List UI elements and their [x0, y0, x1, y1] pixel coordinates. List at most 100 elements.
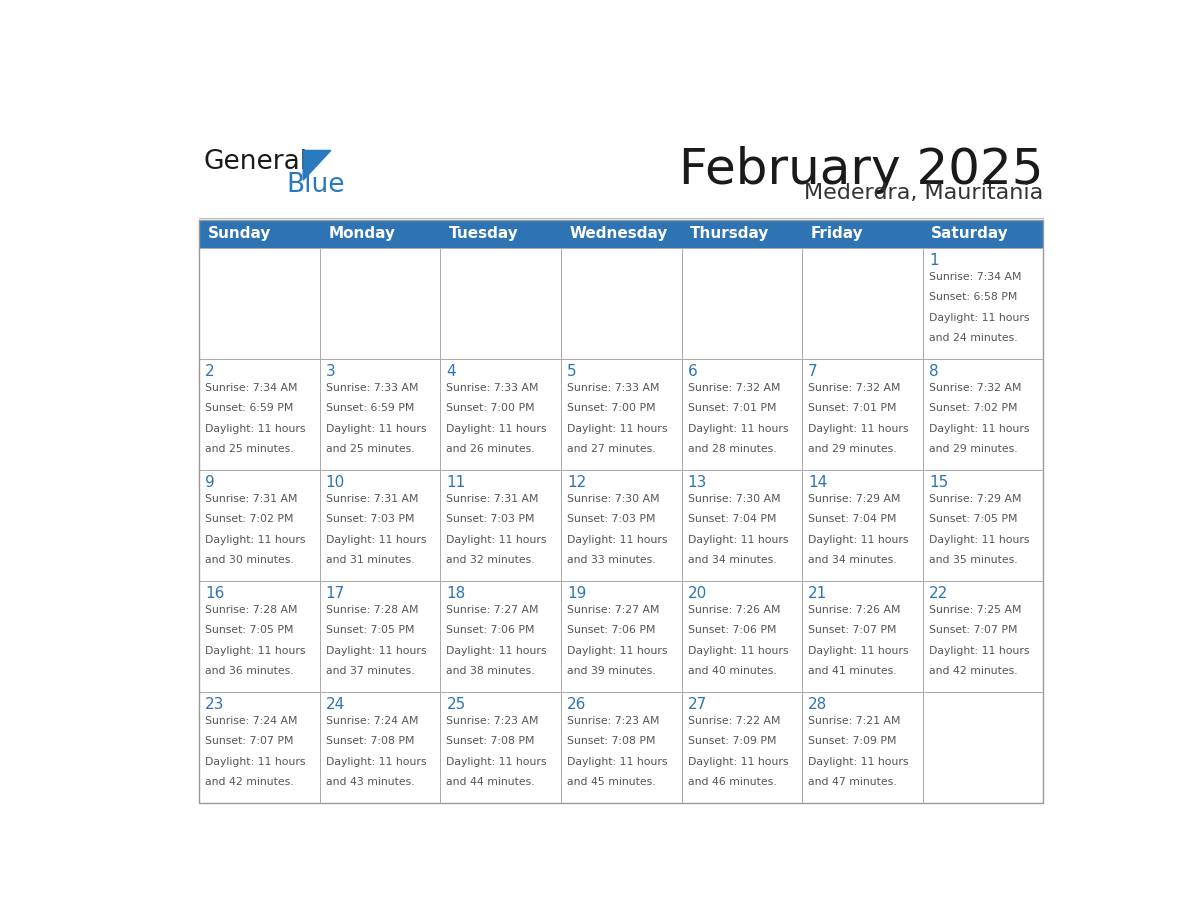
Text: Daylight: 11 hours: Daylight: 11 hours [567, 535, 668, 545]
Text: and 45 minutes.: and 45 minutes. [567, 778, 656, 788]
Text: 5: 5 [567, 364, 576, 379]
Text: 13: 13 [688, 475, 707, 490]
Text: Sunrise: 7:26 AM: Sunrise: 7:26 AM [688, 605, 781, 615]
Text: Daylight: 11 hours: Daylight: 11 hours [447, 424, 546, 434]
Text: Sunrise: 7:30 AM: Sunrise: 7:30 AM [567, 494, 659, 504]
Polygon shape [303, 151, 330, 180]
Text: Tuesday: Tuesday [449, 227, 518, 241]
Text: Sunrise: 7:21 AM: Sunrise: 7:21 AM [808, 716, 901, 726]
Text: Sunset: 7:02 PM: Sunset: 7:02 PM [206, 514, 293, 524]
Text: Sunset: 7:03 PM: Sunset: 7:03 PM [326, 514, 415, 524]
Bar [200, 359, 320, 470]
Text: Daylight: 11 hours: Daylight: 11 hours [447, 756, 546, 767]
Text: Sunrise: 7:23 AM: Sunrise: 7:23 AM [447, 716, 539, 726]
Text: Sunrise: 7:27 AM: Sunrise: 7:27 AM [447, 605, 539, 615]
Bar [441, 470, 561, 581]
Text: Sunrise: 7:31 AM: Sunrise: 7:31 AM [326, 494, 418, 504]
Bar [200, 692, 320, 803]
Bar [200, 219, 320, 248]
Bar [682, 581, 802, 692]
Text: Sunset: 7:07 PM: Sunset: 7:07 PM [929, 625, 1017, 635]
Text: 26: 26 [567, 697, 587, 711]
Text: Sunset: 7:00 PM: Sunset: 7:00 PM [567, 403, 656, 413]
Text: and 27 minutes.: and 27 minutes. [567, 444, 656, 454]
Bar [923, 248, 1043, 359]
Text: 8: 8 [929, 364, 939, 379]
Bar [802, 359, 923, 470]
Text: and 26 minutes.: and 26 minutes. [447, 444, 535, 454]
Text: Sunset: 6:59 PM: Sunset: 6:59 PM [206, 403, 293, 413]
Text: 16: 16 [206, 586, 225, 601]
Text: and 43 minutes.: and 43 minutes. [326, 778, 415, 788]
Text: Sunrise: 7:33 AM: Sunrise: 7:33 AM [447, 383, 539, 393]
Text: Sunrise: 7:28 AM: Sunrise: 7:28 AM [206, 605, 298, 615]
Bar [441, 359, 561, 470]
Text: Sunset: 7:06 PM: Sunset: 7:06 PM [567, 625, 656, 635]
Bar [802, 692, 923, 803]
Bar [682, 359, 802, 470]
Bar [923, 470, 1043, 581]
Text: Sunset: 7:06 PM: Sunset: 7:06 PM [688, 625, 776, 635]
Text: Sunrise: 7:30 AM: Sunrise: 7:30 AM [688, 494, 781, 504]
Bar [441, 219, 561, 248]
Text: and 30 minutes.: and 30 minutes. [206, 555, 293, 565]
Text: Monday: Monday [328, 227, 396, 241]
Text: Wednesday: Wednesday [569, 227, 668, 241]
Text: Sunset: 7:03 PM: Sunset: 7:03 PM [567, 514, 656, 524]
Bar [200, 470, 320, 581]
Text: and 24 minutes.: and 24 minutes. [929, 333, 1017, 343]
Text: Daylight: 11 hours: Daylight: 11 hours [206, 646, 305, 655]
Text: Daylight: 11 hours: Daylight: 11 hours [929, 313, 1029, 323]
Bar [682, 692, 802, 803]
Text: Sunset: 7:08 PM: Sunset: 7:08 PM [326, 736, 415, 746]
Text: Sunrise: 7:27 AM: Sunrise: 7:27 AM [567, 605, 659, 615]
Text: Thursday: Thursday [690, 227, 770, 241]
Bar [923, 219, 1043, 248]
Text: and 41 minutes.: and 41 minutes. [808, 666, 897, 677]
Text: Daylight: 11 hours: Daylight: 11 hours [567, 424, 668, 434]
Bar [682, 248, 802, 359]
Text: 12: 12 [567, 475, 586, 490]
Bar [200, 581, 320, 692]
Text: and 34 minutes.: and 34 minutes. [688, 555, 776, 565]
Bar [682, 219, 802, 248]
Text: and 36 minutes.: and 36 minutes. [206, 666, 293, 677]
Text: Daylight: 11 hours: Daylight: 11 hours [808, 424, 909, 434]
Text: 20: 20 [688, 586, 707, 601]
Text: Sunrise: 7:26 AM: Sunrise: 7:26 AM [808, 605, 901, 615]
Text: 7: 7 [808, 364, 817, 379]
Text: 18: 18 [447, 586, 466, 601]
Text: 19: 19 [567, 586, 587, 601]
Text: Daylight: 11 hours: Daylight: 11 hours [929, 646, 1029, 655]
Bar [320, 692, 441, 803]
Text: 6: 6 [688, 364, 697, 379]
Text: and 35 minutes.: and 35 minutes. [929, 555, 1017, 565]
Bar [561, 581, 682, 692]
Text: and 29 minutes.: and 29 minutes. [929, 444, 1017, 454]
Bar [200, 219, 1043, 803]
Bar [923, 359, 1043, 470]
Text: Sunset: 6:58 PM: Sunset: 6:58 PM [929, 293, 1017, 302]
Text: 17: 17 [326, 586, 345, 601]
Text: Daylight: 11 hours: Daylight: 11 hours [326, 756, 426, 767]
Text: Daylight: 11 hours: Daylight: 11 hours [326, 535, 426, 545]
Text: 9: 9 [206, 475, 215, 490]
Text: Sunset: 7:05 PM: Sunset: 7:05 PM [206, 625, 293, 635]
Text: 2: 2 [206, 364, 215, 379]
Text: Sunset: 7:01 PM: Sunset: 7:01 PM [688, 403, 776, 413]
Bar [802, 219, 923, 248]
Text: and 39 minutes.: and 39 minutes. [567, 666, 656, 677]
Text: Sunset: 6:59 PM: Sunset: 6:59 PM [326, 403, 415, 413]
Text: Sunrise: 7:32 AM: Sunrise: 7:32 AM [688, 383, 781, 393]
Text: 15: 15 [929, 475, 948, 490]
Bar [561, 692, 682, 803]
Bar [441, 692, 561, 803]
Text: 14: 14 [808, 475, 828, 490]
Text: Mederdra, Mauritania: Mederdra, Mauritania [804, 183, 1043, 203]
Text: Sunset: 7:01 PM: Sunset: 7:01 PM [808, 403, 897, 413]
Bar [923, 692, 1043, 803]
Text: Sunset: 7:07 PM: Sunset: 7:07 PM [206, 736, 293, 746]
Text: Daylight: 11 hours: Daylight: 11 hours [929, 535, 1029, 545]
Text: Sunset: 7:04 PM: Sunset: 7:04 PM [688, 514, 776, 524]
Text: Sunday: Sunday [208, 227, 271, 241]
